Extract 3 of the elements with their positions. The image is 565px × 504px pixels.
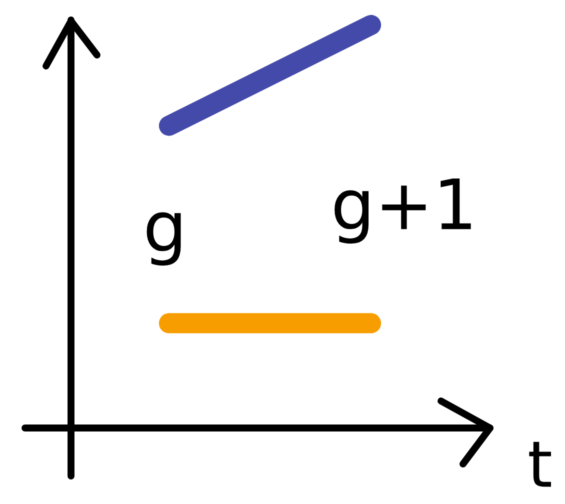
annotation: g [146, 212, 181, 266]
annotation: g+1 [334, 178, 471, 244]
x-axis-title: t [529, 442, 551, 487]
